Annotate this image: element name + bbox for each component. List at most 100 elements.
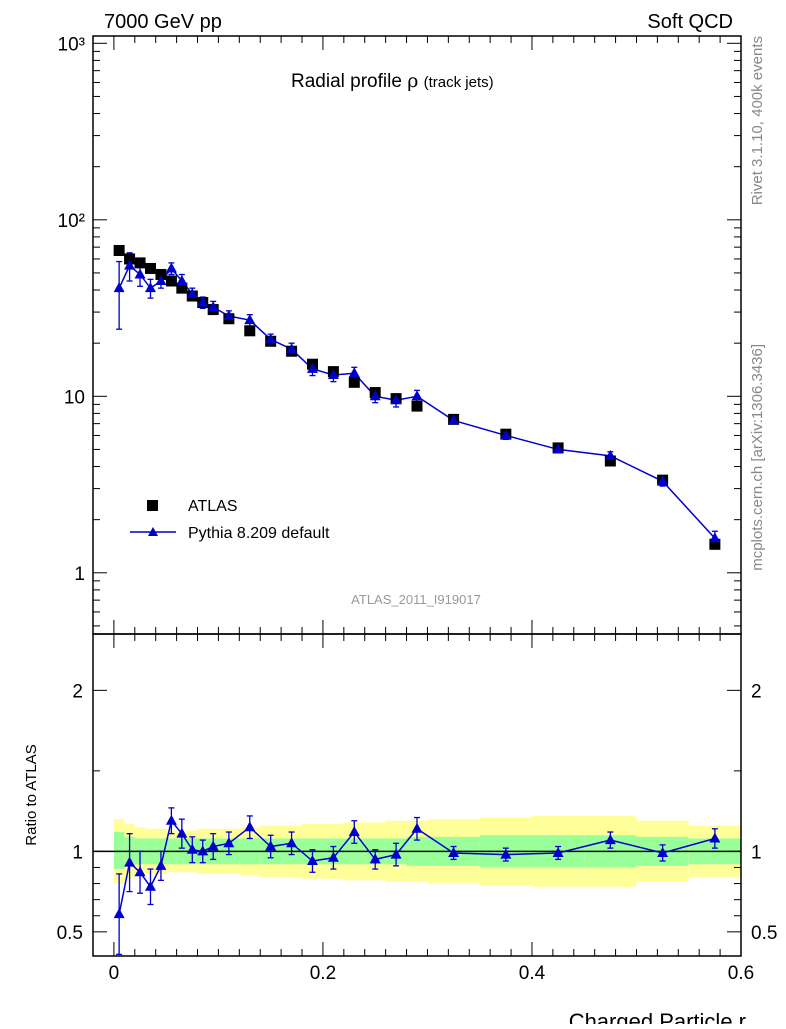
inner-band-segment [113,832,125,870]
x-tick-label: 0.6 [728,963,754,984]
ratio-data-point [306,855,318,866]
legend-pythia-label: Pythia 8.209 default [188,525,330,542]
ratio-data-point [144,880,156,891]
main-y-tick-label: 10² [58,211,85,232]
x-axis-label: Charged Particle r [569,1009,746,1024]
atlas-data-point [124,253,136,265]
ratio-data-point [155,859,167,870]
ratio-data-point [165,814,177,825]
ratio-data-point [244,821,256,832]
ratio-data-point [327,851,339,862]
ratio-data-point [657,846,669,857]
ratio-data-point [604,834,616,845]
ratio-data-point [113,908,125,919]
atlas-data-point [244,325,256,337]
ratio-data-point [286,837,298,848]
atlas-data-point [113,244,125,256]
atlas-data-point [155,268,167,280]
main-y-tick-label: 10³ [58,34,85,55]
ratio-panel-frame [92,633,742,957]
pythia-data-point [390,394,402,405]
ratio-data-point [369,853,381,864]
ratio-data-point [186,843,198,854]
legend: ATLAS Pythia 8.209 default [130,498,330,542]
title-symbol: ρ [407,70,418,92]
x-tick-label: 0 [109,963,120,984]
ratio-data-point [176,827,188,838]
pythia-data-point [369,390,381,401]
atlas-data-point [709,538,721,550]
legend-atlas-marker [147,500,158,511]
analysis-id-label: ATLAS_2011_I919017 [351,592,481,607]
pythia-data-point [657,475,669,486]
ratio-data-point [411,822,423,833]
pythia-data-point [134,268,146,279]
pythia-data-point [113,282,125,293]
ratio-data-point [390,848,402,859]
ratio-y-tick-label-right: 0.5 [751,923,777,944]
ratio-data-point [500,848,512,859]
ratio-data-point [207,840,219,851]
title-main-text: Radial profile [291,71,402,92]
title-suffix: (track jets) [424,74,494,91]
pythia-data-point [144,282,156,293]
ratio-y-tick-label-left: 0.5 [57,923,83,944]
ratio-data-point [223,837,235,848]
pythia-data-point [197,296,209,307]
atlas-data-point [134,257,146,269]
pythia-data-point [709,532,721,543]
header-right-label: Soft QCD [647,11,733,33]
pythia-data-point [165,262,177,273]
pythia-data-point [552,443,564,454]
pythia-data-point [155,275,167,286]
atlas-data-point [165,275,177,287]
legend-atlas-label: ATLAS [188,498,238,515]
ratio-y-tick-label-right: 1 [751,842,762,863]
pythia-data-point [286,343,298,354]
main-y-tick-label: 1 [74,564,85,585]
atlas-data-point [411,400,423,412]
ratio-panel-axes: 0.5 0.5 1 1 2 2 0 0.2 0.4 0.6 [57,633,777,984]
pythia-data-point [348,367,360,378]
main-plot-title: Radial profile ρ (track jets) [291,70,494,92]
x-tick-label: 0.2 [310,963,336,984]
ratio-data-point [265,840,277,851]
pythia-data-point [500,429,512,440]
ratio-data-point [134,866,146,877]
pythia-data-point [207,301,219,312]
pythia-data-point [244,314,256,325]
atlas-data-point [176,282,188,294]
ratio-y-axis-label: Ratio to ATLAS [23,744,40,845]
ratio-data-point [709,832,721,843]
ratio-data-point [197,845,209,856]
main-y-tick-label: 10 [64,387,85,408]
pythia-data-point [448,414,460,425]
ratio-data-point [348,826,360,837]
rivet-version-label: Rivet 3.1.10, 400k events [749,36,766,205]
ratio-data-point [552,846,564,857]
pythia-data-point [223,310,235,321]
atlas-data-point [144,262,156,274]
atlas-data-point [604,455,616,467]
pythia-data-point [306,362,318,373]
pythia-data-point [327,369,339,380]
main-panel-series [113,244,721,550]
ratio-y-tick-label-left: 1 [72,842,83,863]
mcplots-label: mcplots.cern.ch [arXiv:1306.3436] [749,344,766,571]
atlas-data-point [348,376,360,388]
ratio-data-point [448,846,460,857]
legend-pythia-marker [148,527,158,536]
ratio-data-point [124,856,136,867]
ratio-panel-series [113,807,721,956]
pythia-data-point [186,287,198,298]
pythia-data-point [124,259,136,270]
header-left-label: 7000 GeV pp [104,11,222,33]
ratio-y-tick-label-left: 2 [72,681,83,702]
x-tick-label: 0.4 [519,963,546,984]
ratio-y-tick-label-right: 2 [751,681,762,702]
pythia-data-point [604,449,616,460]
pythia-data-point [265,333,277,344]
pythia-data-point [411,390,423,401]
ratio-pythia-curve [118,819,716,915]
